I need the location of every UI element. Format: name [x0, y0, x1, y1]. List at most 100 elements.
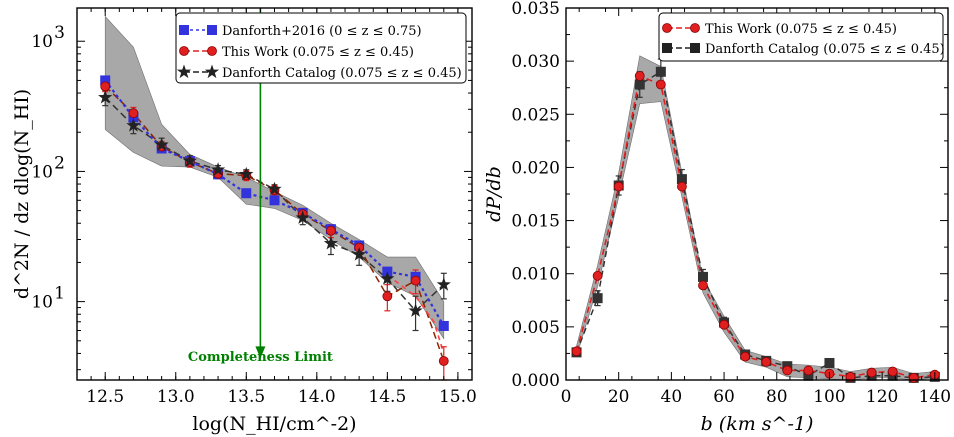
y-tick-label: 10: [31, 32, 53, 52]
legend-marker: [179, 25, 189, 35]
x-tick-label: 14.5: [368, 387, 406, 407]
data-point-danforth-catalog: [182, 153, 197, 168]
data-point-danforth-catalog: [210, 162, 226, 176]
data-point-this-work: [438, 356, 449, 366]
y-tick-exponent: 1: [54, 284, 65, 304]
data-point-this-work: [866, 367, 877, 378]
data-point-this-work: [761, 357, 772, 367]
legend-box: [175, 12, 467, 84]
data-point-danforth-catalog: [323, 235, 339, 250]
data-point-danforth-catalog: [126, 118, 141, 132]
y-tick-label: 0.015: [511, 212, 560, 232]
x-tick-label: 140: [919, 387, 951, 407]
y-tick-label: 0.030: [511, 52, 560, 72]
data-point-this-work: [571, 346, 582, 357]
y-tick-label: 0.010: [511, 265, 560, 285]
x-tick-label: 15.0: [439, 387, 477, 407]
data-point-danforth-catalog: [408, 303, 423, 317]
data-point-danforth-catalog: [824, 357, 835, 368]
legend-marker: [662, 23, 672, 33]
data-point-danforth-catalog: [239, 166, 254, 181]
x-tick-label: 120: [866, 387, 898, 407]
data-point-danforth2016: [269, 195, 280, 206]
data-point-danforth2016: [241, 188, 252, 199]
data-point-this-work: [634, 71, 645, 81]
y-tick-label: 0.035: [511, 0, 560, 19]
data-point-danforth-catalog: [267, 181, 282, 196]
legend: This Work (0.075 ≤ z ≤ 0.45) Danforth Cat…: [658, 12, 945, 62]
uncertainty-band: [576, 55, 936, 381]
legend-marker: [690, 23, 700, 33]
data-point-this-work: [782, 365, 793, 376]
x-tick-label: 14.0: [298, 387, 336, 407]
x-tick-label: 20: [608, 387, 630, 407]
data-point-danforth-catalog: [592, 293, 603, 304]
x-tick-label: 13.5: [227, 387, 265, 407]
y-tick-exponent: 2: [54, 153, 65, 173]
data-point-this-work: [100, 81, 111, 92]
data-point-this-work: [382, 291, 393, 302]
data-point-danforth-catalog: [436, 277, 451, 291]
uncertainty-band: [104, 15, 445, 340]
data-point-this-work: [613, 181, 624, 192]
legend-marker: [690, 43, 700, 53]
data-point-danforth-catalog: [634, 79, 645, 90]
x-tick-label: 80: [766, 387, 788, 407]
data-point-this-work: [845, 371, 856, 382]
completeness-arrow-head: [255, 346, 266, 359]
data-point-this-work: [410, 275, 421, 286]
data-point-this-work: [719, 319, 729, 330]
y-tick-label: 0.000: [511, 371, 560, 391]
data-point-danforth-catalog: [655, 66, 666, 77]
data-point-this-work: [655, 79, 666, 90]
data-point-danforth-catalog: [154, 137, 169, 151]
legend-marker: [204, 64, 220, 79]
legend: Danforth+2016 (0 ≤ z ≤ 0.75) This Work (0…: [175, 12, 467, 84]
legend-label: Danforth Catalog (0.075 ≤ z ≤ 0.45): [705, 42, 945, 57]
y-axis-title: d^2N / dz dlog(N_HI): [11, 89, 33, 299]
y-tick-label: 0.020: [511, 158, 560, 178]
y-tick-label: 0.005: [511, 318, 560, 338]
legend-marker: [662, 43, 672, 53]
y-tick-label: 10: [31, 162, 53, 182]
legend-box: [658, 12, 944, 62]
data-point-this-work: [698, 280, 708, 291]
data-point-danforth2016: [438, 320, 449, 331]
y-tick-exponent: 3: [54, 23, 65, 43]
left-panel: Completeness Limit 12.5 13.0 13.5 14.0 14.5 15…: [11, 7, 477, 435]
x-tick-label: 0: [561, 387, 572, 407]
legend-label: This Work (0.075 ≤ z ≤ 0.45): [705, 22, 897, 37]
legend-label: This Work (0.075 ≤ z ≤ 0.45): [222, 45, 414, 60]
data-point-this-work: [592, 270, 603, 281]
x-axis-title: log(N_HI/cm^-2): [192, 413, 356, 435]
y-axis-title: dP/db: [483, 166, 505, 222]
data-point-this-work: [908, 372, 919, 383]
data-point-this-work: [740, 351, 751, 362]
y-tick-label: 0.025: [511, 105, 560, 125]
data-point-this-work: [326, 225, 336, 236]
data-point-danforth-catalog: [352, 247, 367, 261]
series-line-this-work: [575, 74, 935, 379]
legend-marker: [207, 46, 217, 56]
x-tick-label: 13.0: [157, 387, 195, 407]
data-point-this-work: [128, 108, 139, 119]
x-tick-label: 60: [713, 387, 735, 407]
completeness-label: Completeness Limit: [188, 350, 333, 365]
legend-marker: [179, 46, 189, 56]
right-panel: 0 20 40 60 80 100 120 140 0.000 0.005 0.010 0.015 0.…: [483, 0, 951, 435]
legend-label: Danforth Catalog (0.075 ≤ z ≤ 0.45): [222, 66, 462, 81]
plot-frame: [565, 7, 949, 381]
data-point-danforth-catalog: [98, 89, 113, 104]
fit-curve: [386, 274, 445, 354]
data-point-this-work: [887, 366, 898, 377]
legend-marker: [176, 64, 192, 79]
legend-marker: [207, 25, 217, 35]
x-tick-label: 40: [661, 387, 683, 407]
data-point-this-work: [803, 365, 814, 376]
x-tick-label: 100: [813, 387, 845, 407]
y-tick-label: 10: [31, 293, 53, 313]
data-point-danforth-catalog: [697, 271, 708, 282]
data-point-this-work: [677, 181, 687, 192]
data-point-danforth-catalog: [295, 210, 310, 224]
data-point-danforth-catalog: [380, 271, 395, 285]
